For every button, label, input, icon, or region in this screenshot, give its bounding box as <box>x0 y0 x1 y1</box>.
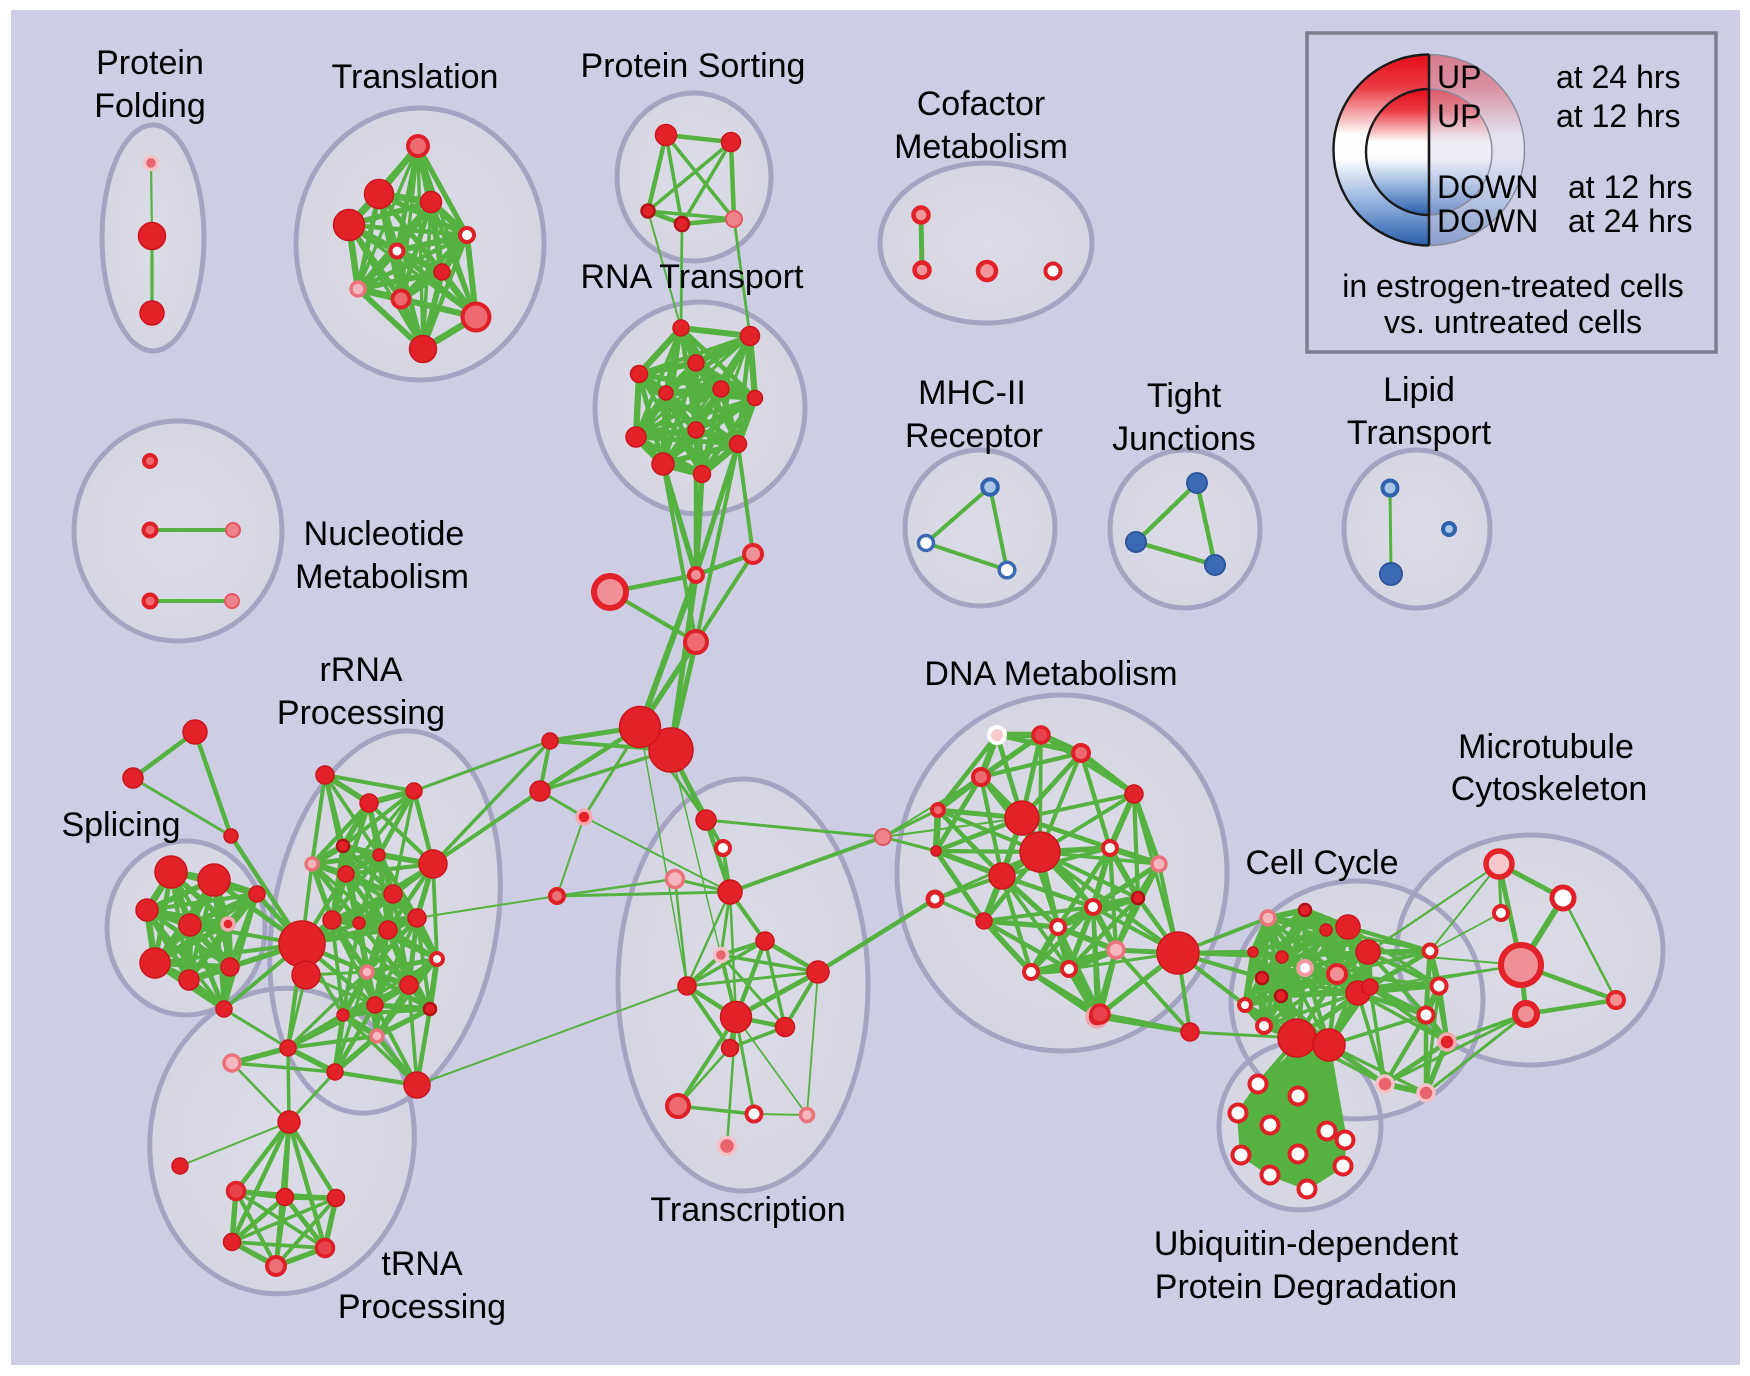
svg-text:Translation: Translation <box>332 58 499 96</box>
svg-text:Splicing: Splicing <box>61 806 180 844</box>
svg-text:Metabolism: Metabolism <box>894 128 1068 166</box>
svg-text:UP: UP <box>1437 59 1481 95</box>
svg-text:Microtubule: Microtubule <box>1458 728 1634 766</box>
svg-text:Transport: Transport <box>1347 414 1492 452</box>
svg-text:at 24 hrs: at 24 hrs <box>1568 203 1693 239</box>
svg-text:Folding: Folding <box>94 87 206 125</box>
svg-text:rRNA: rRNA <box>319 651 402 689</box>
svg-text:Cell Cycle: Cell Cycle <box>1245 844 1398 882</box>
svg-text:DOWN: DOWN <box>1437 203 1538 239</box>
svg-text:Protein: Protein <box>96 44 204 82</box>
svg-text:Junctions: Junctions <box>1112 420 1256 458</box>
svg-text:Lipid: Lipid <box>1383 371 1455 409</box>
svg-text:Cofactor: Cofactor <box>917 85 1046 123</box>
svg-text:DNA Metabolism: DNA Metabolism <box>924 655 1177 693</box>
svg-text:Protein Degradation: Protein Degradation <box>1155 1268 1457 1306</box>
svg-text:Ubiquitin-dependent: Ubiquitin-dependent <box>1154 1225 1459 1263</box>
svg-text:Processing: Processing <box>338 1288 506 1326</box>
svg-text:Tight: Tight <box>1147 377 1222 415</box>
svg-text:Cytoskeleton: Cytoskeleton <box>1451 770 1648 808</box>
svg-text:Nucleotide: Nucleotide <box>304 515 465 553</box>
svg-text:UP: UP <box>1437 98 1481 134</box>
svg-text:in estrogen-treated cells: in estrogen-treated cells <box>1342 268 1684 304</box>
svg-text:Transcription: Transcription <box>650 1191 845 1229</box>
svg-text:at 12 hrs: at 12 hrs <box>1556 98 1681 134</box>
svg-text:Processing: Processing <box>277 694 445 732</box>
svg-text:vs. untreated cells: vs. untreated cells <box>1384 304 1642 340</box>
svg-text:Protein Sorting: Protein Sorting <box>581 47 806 85</box>
svg-text:Metabolism: Metabolism <box>295 558 469 596</box>
svg-text:DOWN: DOWN <box>1437 169 1538 205</box>
svg-text:at 12 hrs: at 12 hrs <box>1568 169 1693 205</box>
svg-text:tRNA: tRNA <box>381 1245 463 1283</box>
svg-text:Receptor: Receptor <box>905 417 1043 455</box>
svg-text:RNA Transport: RNA Transport <box>581 258 805 296</box>
svg-text:MHC-II: MHC-II <box>918 374 1026 412</box>
svg-text:at 24 hrs: at 24 hrs <box>1556 59 1681 95</box>
